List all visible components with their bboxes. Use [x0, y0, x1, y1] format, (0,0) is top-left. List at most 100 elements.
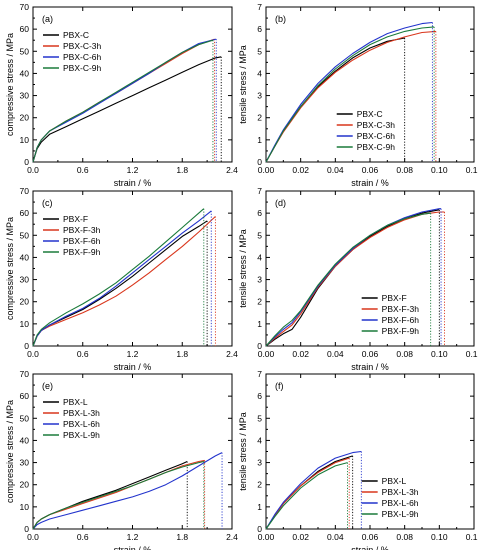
series-line — [32, 38, 215, 163]
x-tick-label: 0.0 — [27, 349, 39, 359]
x-tick-label: 0.08 — [396, 165, 413, 175]
series-line — [32, 452, 223, 530]
y-tick-label: 6 — [257, 208, 262, 218]
y-tick-label: 70 — [20, 369, 30, 379]
y-tick-label: 50 — [20, 413, 30, 423]
y-tick-label: 0 — [257, 341, 262, 351]
panel-label: (d) — [275, 198, 286, 208]
series-line — [265, 462, 348, 530]
y-tick-label: 0 — [24, 341, 29, 351]
x-tick-label: 0.02 — [292, 532, 309, 542]
x-axis-label: strain / % — [351, 178, 389, 188]
y-tick-label: 5 — [257, 413, 262, 423]
x-tick-label: 0.00 — [258, 349, 275, 359]
y-tick-label: 50 — [20, 230, 30, 240]
x-axis-label: strain / % — [351, 362, 389, 372]
y-tick-label: 5 — [257, 46, 262, 56]
x-tick-label: 0.12 — [466, 532, 478, 542]
y-axis-label: compressive stress / MPa — [5, 33, 15, 136]
y-tick-label: 60 — [20, 391, 30, 401]
legend-entry: PBX-C-9h — [63, 63, 102, 73]
y-tick-label: 0 — [257, 157, 262, 167]
y-tick-label: 70 — [20, 2, 30, 12]
x-tick-label: 0.6 — [77, 532, 89, 542]
y-tick-label: 4 — [257, 68, 262, 78]
series-line — [265, 26, 435, 163]
series-line — [265, 208, 442, 347]
chart-panel: 0.00 0.02 0.04 0.06 0.08 0.10 0.12 0 1 2 3 4 5 6 7 stra… — [238, 186, 478, 372]
series-line — [32, 459, 205, 530]
y-tick-label: 1 — [257, 135, 262, 145]
series-line — [265, 21, 433, 163]
legend-entry: PBX-F-9h — [63, 247, 101, 257]
legend-entry: PBX-C — [63, 30, 89, 40]
x-tick-label: 0.0 — [27, 532, 39, 542]
panel-label: (b) — [275, 14, 286, 24]
panel-label: (a) — [42, 14, 53, 24]
panel-label: (f) — [275, 381, 284, 391]
x-tick-label: 0.06 — [362, 165, 379, 175]
y-tick-label: 5 — [257, 230, 262, 240]
x-tick-label: 0.02 — [292, 349, 309, 359]
series-line — [32, 216, 216, 347]
y-tick-label: 20 — [20, 297, 30, 307]
x-tick-label: 0.10 — [431, 532, 448, 542]
series-line — [265, 212, 431, 347]
x-tick-label: 0.12 — [466, 165, 478, 175]
x-axis-label: strain / % — [114, 545, 152, 550]
legend-entry: PBX-F-3h — [382, 304, 420, 314]
legend-entry: PBX-L-9h — [63, 430, 100, 440]
x-tick-label: 0.6 — [77, 165, 89, 175]
x-tick-label: 1.2 — [127, 532, 139, 542]
plot-frame — [265, 373, 475, 530]
x-tick-label: 0.0 — [27, 165, 39, 175]
legend-entry: PBX-L — [382, 476, 407, 486]
y-tick-label: 3 — [257, 458, 262, 468]
x-tick-label: 0.08 — [396, 532, 413, 542]
chart-panel: 0.0 0.6 1.2 1.8 2.4 0 10 20 30 40 50 60 70 strain / %… — [5, 369, 238, 550]
legend-entry: PBX-F — [382, 293, 407, 303]
x-tick-label: 1.8 — [176, 349, 188, 359]
y-tick-label: 1 — [257, 319, 262, 329]
y-tick-label: 20 — [20, 113, 30, 123]
legend-entry: PBX-C — [357, 109, 383, 119]
y-axis-label: tensile stress / MPa — [238, 45, 248, 124]
x-tick-label: 0.04 — [327, 532, 344, 542]
legend-entry: PBX-F-6h — [63, 236, 101, 246]
legend-entry: PBX-L-6h — [382, 498, 419, 508]
series-line — [32, 39, 214, 163]
x-tick-label: 0.6 — [77, 349, 89, 359]
x-axis-label: strain / % — [351, 545, 389, 550]
series-line — [265, 30, 436, 163]
x-tick-label: 0.00 — [258, 165, 275, 175]
series-line — [265, 455, 353, 530]
series-line — [32, 208, 205, 347]
y-tick-label: 1 — [257, 502, 262, 512]
legend-entry: PBX-F-6h — [382, 315, 420, 325]
x-tick-label: 0.12 — [466, 349, 478, 359]
y-axis-label: tensile stress / MPa — [238, 412, 248, 491]
legend-entry: PBX-L — [63, 397, 88, 407]
y-tick-label: 40 — [20, 68, 30, 78]
y-tick-label: 10 — [20, 135, 30, 145]
series-line — [32, 460, 188, 530]
x-tick-label: 2.4 — [226, 165, 238, 175]
y-tick-label: 3 — [257, 275, 262, 285]
y-axis-label: tensile stress / MPa — [238, 229, 248, 308]
legend-entry: PBX-F-9h — [382, 326, 420, 336]
y-axis-label: compressive stress / MPa — [5, 400, 15, 503]
legend-entry: PBX-L-6h — [63, 419, 100, 429]
y-tick-label: 70 — [20, 186, 30, 196]
legend-entry: PBX-F — [63, 214, 88, 224]
series-line — [265, 457, 350, 530]
series-line — [32, 460, 204, 530]
legend-entry: PBX-F-3h — [63, 225, 101, 235]
y-tick-label: 60 — [20, 24, 30, 34]
legend-entry: PBX-L-9h — [382, 509, 419, 519]
y-axis-label: compressive stress / MPa — [5, 217, 15, 320]
chart-panel: 0.0 0.6 1.2 1.8 2.4 0 10 20 30 40 50 60 70 strain / %… — [5, 2, 238, 188]
x-tick-label: 1.8 — [176, 165, 188, 175]
